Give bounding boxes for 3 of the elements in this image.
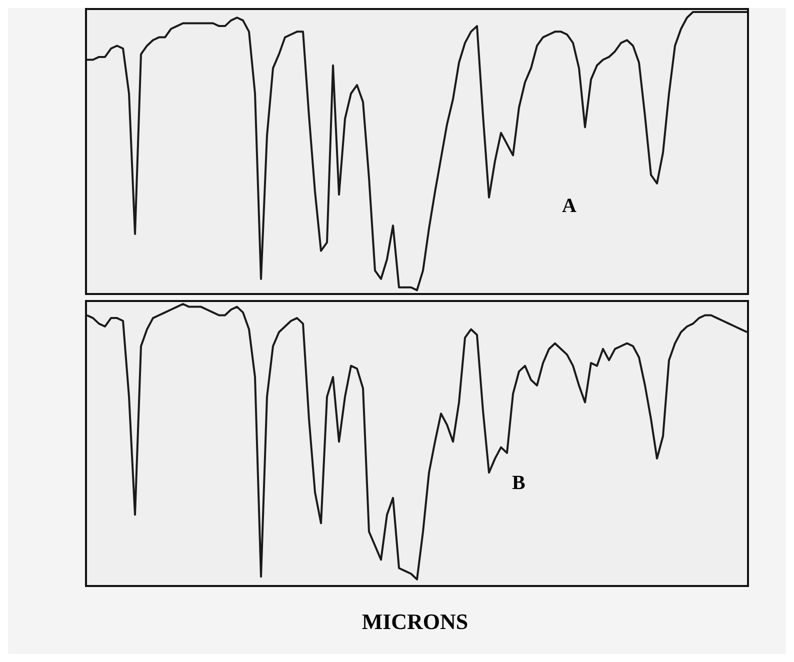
annotation: A	[562, 195, 576, 218]
x-axis-title: MICRONS	[360, 609, 470, 635]
annotation: B	[512, 472, 526, 495]
